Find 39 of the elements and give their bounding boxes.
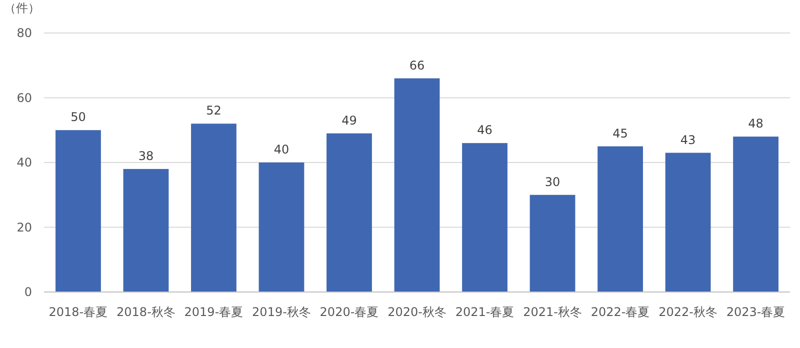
bar xyxy=(598,146,643,292)
y-tick-label: 80 xyxy=(16,26,32,40)
y-tick-label: 20 xyxy=(16,220,32,234)
x-tick-label: 2021-春夏 xyxy=(455,305,514,319)
data-label: 43 xyxy=(680,132,696,147)
bar xyxy=(326,133,372,292)
x-tick-label: 2019-春夏 xyxy=(184,305,244,319)
bar xyxy=(530,194,576,292)
data-label: 38 xyxy=(138,148,154,163)
bar xyxy=(191,124,236,292)
x-tick-label: 2018-春夏 xyxy=(48,305,108,319)
data-label: 48 xyxy=(748,116,764,131)
x-tick-label: 2019-秋冬 xyxy=(252,305,311,319)
x-tick-label: 2020-秋冬 xyxy=(388,305,446,319)
x-tick-label: 2021-秋冬 xyxy=(523,305,582,319)
data-label: 66 xyxy=(409,58,425,72)
bar xyxy=(733,136,778,292)
bar xyxy=(56,130,101,292)
y-tick-label: 0 xyxy=(24,285,32,300)
x-tick-label: 2023-春夏 xyxy=(726,305,786,319)
x-tick-label: 2022-秋冬 xyxy=(658,305,718,319)
bar xyxy=(258,162,304,292)
bar xyxy=(394,78,440,292)
bar xyxy=(123,168,169,292)
data-label: 45 xyxy=(612,126,628,140)
x-tick-label: 2020-春夏 xyxy=(320,305,379,319)
data-label: 52 xyxy=(206,104,222,118)
data-label: 49 xyxy=(342,113,357,128)
data-label: 50 xyxy=(70,110,86,124)
bar xyxy=(462,143,508,292)
data-label: 30 xyxy=(544,174,560,189)
x-tick-label: 2022-春夏 xyxy=(590,305,650,319)
data-label: 40 xyxy=(274,142,290,156)
data-label: 46 xyxy=(477,123,492,138)
y-tick-label: 60 xyxy=(16,90,32,105)
x-tick-label: 2018-秋冬 xyxy=(116,305,176,319)
y-tick-label: 40 xyxy=(16,156,32,170)
y-axis-title: （件） xyxy=(4,1,40,15)
bar xyxy=(665,152,711,292)
